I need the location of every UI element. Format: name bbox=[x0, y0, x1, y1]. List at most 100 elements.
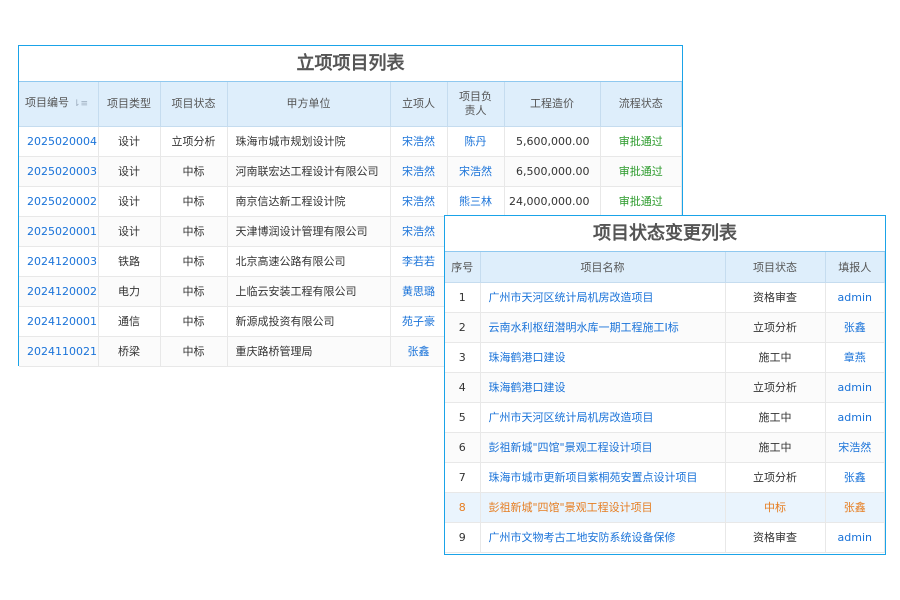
cell-reporter[interactable]: 张鑫 bbox=[825, 462, 885, 493]
column-header-label: 工程造价 bbox=[530, 96, 574, 110]
cell-id[interactable]: 2025020002 bbox=[19, 186, 99, 217]
cell-client: 南京信达新工程设计院 bbox=[227, 186, 391, 217]
cell-status: 中标 bbox=[725, 492, 826, 523]
cell-client: 新源成投资有限公司 bbox=[227, 306, 391, 337]
cell-reporter[interactable]: admin bbox=[825, 522, 885, 553]
table-row[interactable]: 2025020002 设计 中标 南京信达新工程设计院 宋浩然 熊三林 24,000,000… bbox=[19, 186, 682, 217]
column-header[interactable]: 项目状态 bbox=[725, 252, 826, 283]
column-header[interactable]: 工程造价 bbox=[504, 82, 601, 127]
column-header[interactable]: 填报人 bbox=[825, 252, 885, 283]
status-change-panel: 项目状态变更列表 序号 项目名称 项目状态 填报人 1 广州市天河区统计局机房改造项目资… bbox=[444, 215, 886, 555]
cell-reporter[interactable]: 张鑫 bbox=[825, 492, 885, 523]
cell-reporter[interactable]: 章燕 bbox=[825, 342, 885, 373]
cell-no: 8 bbox=[445, 492, 481, 523]
table-row[interactable]: 2025020003 设计 中标 河南联宏达工程设计有限公司 宋浩然 宋浩然 6,500,0… bbox=[19, 156, 682, 187]
cell-name[interactable]: 彭祖新城"四馆"景观工程设计项目 bbox=[480, 492, 726, 523]
cell-name[interactable]: 珠海市城市更新项目紫桐苑安置点设计项目 bbox=[480, 462, 726, 493]
table-row[interactable]: 8 彭祖新城"四馆"景观工程设计项目 中标 张鑫 bbox=[445, 492, 885, 523]
cell-cost: 24,000,000.00 bbox=[504, 186, 601, 217]
table-row[interactable]: 5 广州市天河区统计局机房改造项目 施工中 admin bbox=[445, 402, 885, 433]
cell-cost: 6,500,000.00 bbox=[504, 156, 601, 187]
column-header[interactable]: 项目负责人 bbox=[447, 82, 505, 127]
table-row[interactable]: 2025020004 设计 立项分析 珠海市城市规划设计院 宋浩然 陈丹 5,600,000… bbox=[19, 126, 682, 157]
column-header-label: 项目负责人 bbox=[459, 89, 492, 117]
cell-client: 天津博润设计管理有限公司 bbox=[227, 216, 391, 247]
cell-creator[interactable]: 宋浩然 bbox=[390, 156, 448, 187]
cell-id[interactable]: 2025020003 bbox=[19, 156, 99, 187]
cell-reporter[interactable]: 宋浩然 bbox=[825, 432, 885, 463]
cell-type: 设计 bbox=[98, 126, 161, 157]
column-header-label: 项目编号 bbox=[25, 96, 69, 110]
cell-flow: 审批通过 bbox=[600, 156, 682, 187]
cell-no: 3 bbox=[445, 342, 481, 373]
cell-type: 设计 bbox=[98, 156, 161, 187]
cell-id[interactable]: 2025020004 bbox=[19, 126, 99, 157]
cell-status: 施工中 bbox=[725, 342, 826, 373]
cell-no: 1 bbox=[445, 282, 481, 313]
column-header[interactable]: 流程状态 bbox=[600, 82, 682, 127]
cell-no: 9 bbox=[445, 522, 481, 553]
column-header[interactable]: 项目状态 bbox=[160, 82, 228, 127]
cell-manager[interactable]: 宋浩然 bbox=[447, 156, 505, 187]
cell-creator[interactable]: 宋浩然 bbox=[390, 126, 448, 157]
cell-creator[interactable]: 宋浩然 bbox=[390, 216, 448, 247]
cell-name[interactable]: 彭祖新城"四馆"景观工程设计项目 bbox=[480, 432, 726, 463]
status-change-table: 序号 项目名称 项目状态 填报人 1 广州市天河区统计局机房改造项目 资格审查 admin 2… bbox=[445, 252, 885, 553]
cell-type: 通信 bbox=[98, 306, 161, 337]
cell-reporter[interactable]: admin bbox=[825, 372, 885, 403]
column-header[interactable]: 项目类型 bbox=[98, 82, 161, 127]
cell-id[interactable]: 2024120001 bbox=[19, 306, 99, 337]
cell-reporter[interactable]: admin bbox=[825, 402, 885, 433]
cell-name[interactable]: 云南水利枢纽潜明水库一期工程施工I标 bbox=[480, 312, 726, 343]
project-list-title: 立项项目列表 bbox=[19, 46, 682, 82]
cell-flow: 审批通过 bbox=[600, 186, 682, 217]
cell-client: 珠海市城市规划设计院 bbox=[227, 126, 391, 157]
cell-creator[interactable]: 张鑫 bbox=[390, 336, 448, 367]
cell-name[interactable]: 广州市天河区统计局机房改造项目 bbox=[480, 282, 726, 313]
table-row[interactable]: 1 广州市天河区统计局机房改造项目 资格审查 admin bbox=[445, 282, 885, 313]
column-header-label: 立项人 bbox=[402, 96, 435, 110]
cell-manager[interactable]: 陈丹 bbox=[447, 126, 505, 157]
cell-name[interactable]: 广州市文物考古工地安防系统设备保修 bbox=[480, 522, 726, 553]
cell-no: 7 bbox=[445, 462, 481, 493]
column-header[interactable]: 项目编号 ⇂≡ bbox=[19, 82, 99, 127]
table-row[interactable]: 7 珠海市城市更新项目紫桐苑安置点设计项目 立项分析 张鑫 bbox=[445, 462, 885, 493]
cell-status: 中标 bbox=[160, 186, 228, 217]
cell-status: 立项分析 bbox=[725, 312, 826, 343]
cell-status: 立项分析 bbox=[160, 126, 228, 157]
cell-id[interactable]: 2024120002 bbox=[19, 276, 99, 307]
cell-no: 2 bbox=[445, 312, 481, 343]
column-header[interactable]: 甲方单位 bbox=[227, 82, 391, 127]
cell-manager[interactable]: 熊三林 bbox=[447, 186, 505, 217]
cell-id[interactable]: 2024120003 bbox=[19, 246, 99, 277]
cell-name[interactable]: 广州市天河区统计局机房改造项目 bbox=[480, 402, 726, 433]
table-row[interactable]: 2 云南水利枢纽潜明水库一期工程施工I标 立项分析 张鑫 bbox=[445, 312, 885, 343]
cell-status: 中标 bbox=[160, 336, 228, 367]
cell-reporter[interactable]: admin bbox=[825, 282, 885, 313]
cell-flow: 审批通过 bbox=[600, 126, 682, 157]
cell-status: 资格审查 bbox=[725, 522, 826, 553]
table-row[interactable]: 9 广州市文物考古工地安防系统设备保修 资格审查 admin bbox=[445, 522, 885, 553]
cell-no: 6 bbox=[445, 432, 481, 463]
table-row[interactable]: 4 珠海鹤港口建设 立项分析 admin bbox=[445, 372, 885, 403]
cell-status: 施工中 bbox=[725, 402, 826, 433]
cell-name[interactable]: 珠海鹤港口建设 bbox=[480, 342, 726, 373]
column-header[interactable]: 项目名称 bbox=[480, 252, 726, 283]
column-header[interactable]: 立项人 bbox=[390, 82, 448, 127]
cell-id[interactable]: 2025020001 bbox=[19, 216, 99, 247]
cell-reporter[interactable]: 张鑫 bbox=[825, 312, 885, 343]
cell-status: 立项分析 bbox=[725, 462, 826, 493]
cell-creator[interactable]: 李若若 bbox=[390, 246, 448, 277]
cell-type: 设计 bbox=[98, 186, 161, 217]
column-header[interactable]: 序号 bbox=[445, 252, 481, 283]
cell-name[interactable]: 珠海鹤港口建设 bbox=[480, 372, 726, 403]
cell-client: 重庆路桥管理局 bbox=[227, 336, 391, 367]
table-row[interactable]: 3 珠海鹤港口建设 施工中 章燕 bbox=[445, 342, 885, 373]
cell-creator[interactable]: 苑子豪 bbox=[390, 306, 448, 337]
status-change-title: 项目状态变更列表 bbox=[445, 216, 885, 252]
sort-icon[interactable]: ⇂≡ bbox=[73, 99, 89, 110]
table-row[interactable]: 6 彭祖新城"四馆"景观工程设计项目 施工中 宋浩然 bbox=[445, 432, 885, 463]
cell-creator[interactable]: 黄思璐 bbox=[390, 276, 448, 307]
cell-id[interactable]: 2024110021 bbox=[19, 336, 99, 367]
cell-creator[interactable]: 宋浩然 bbox=[390, 186, 448, 217]
